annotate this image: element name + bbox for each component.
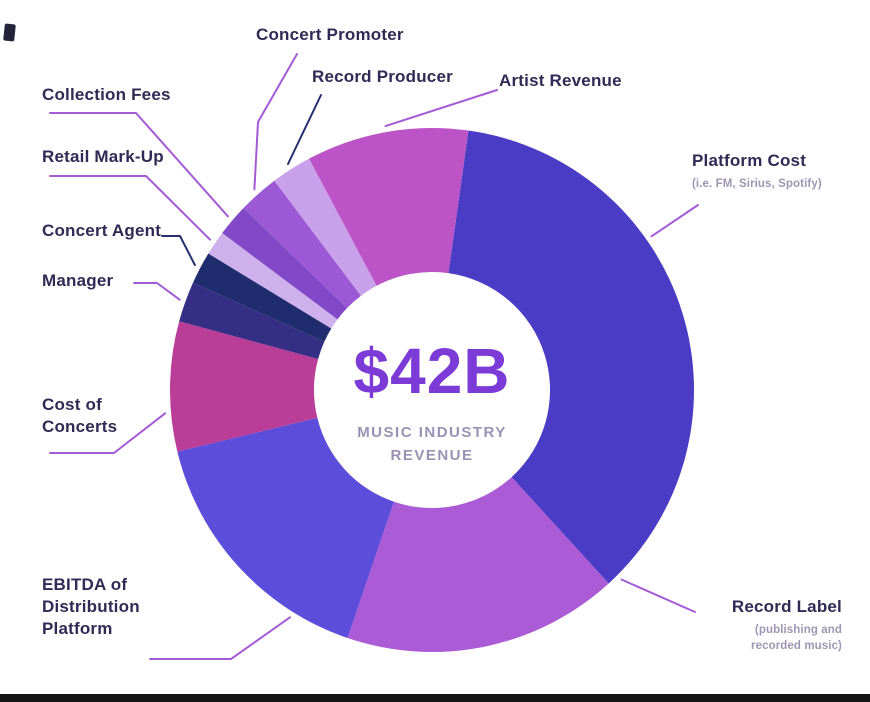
slice-concert-agent [193,253,332,342]
slice-manager [179,282,325,360]
callout-label-artist-revenue: Artist Revenue [499,71,622,90]
donut-center: $42B MUSIC INDUSTRY REVENUE [282,334,582,467]
callout-label-record-producer: Record Producer [312,67,453,86]
footer-bar [0,694,870,702]
callout-label-collection-fees: Collection Fees [42,85,171,104]
corner-artifact-mark [3,23,16,42]
callout-label-record-label: Record Label (publishing and recorded mu… [702,596,842,654]
slice-cost-of-concerts [170,321,319,452]
leader-line-platform-cost [650,204,699,238]
leader-line-collection-fees [49,112,229,218]
total-revenue-value: $42B [353,335,511,407]
leader-line-manager [133,282,181,301]
callout-label-concert-promoter: Concert Promoter [256,25,404,44]
leader-line-concert-promoter [253,53,298,191]
slice-collection-fees [222,207,348,320]
slice-platform-cost [448,130,695,584]
leader-line-record-label [620,578,696,613]
slice-ebitda-of-distribution-platform [177,417,394,639]
record-label-sublabel: (publishing and recorded music) [751,624,842,653]
leader-line-ebitda-of-distribution-platform [149,616,291,660]
leader-line-concert-agent [161,235,196,266]
record-label-name: Record Label [731,597,842,616]
callout-label-concert-agent: Concert Agent [42,221,162,240]
platform-cost-name: Platform Cost [692,151,807,170]
callout-label-cost-of-concerts: Cost of Concerts [42,395,118,437]
callout-label-platform-cost: Platform Cost (i.e. FM, Sirius, Spotify) [692,150,850,192]
slice-concert-promoter [243,180,361,309]
leader-line-retail-mark-up [49,175,212,241]
slice-retail-mark-up [208,233,338,329]
leader-line-cost-of-concerts [49,412,166,454]
leader-line-record-producer [287,94,322,165]
platform-cost-sublabel: (i.e. FM, Sirius, Spotify) [692,178,822,191]
leader-lines [49,53,699,660]
total-revenue-label: MUSIC INDUSTRY REVENUE [357,424,507,464]
callout-label-manager: Manager [42,271,114,290]
slice-record-producer [274,158,377,296]
callout-label-retail-mark-up: Retail Mark-Up [42,147,164,166]
callout-label-ebitda-of-distribution-platform: EBITDA of Distribution Platform [42,575,140,639]
donut-slices [170,127,695,652]
leader-line-artist-revenue [384,89,498,128]
slice-record-label [347,477,609,652]
slice-artist-revenue [308,127,469,286]
